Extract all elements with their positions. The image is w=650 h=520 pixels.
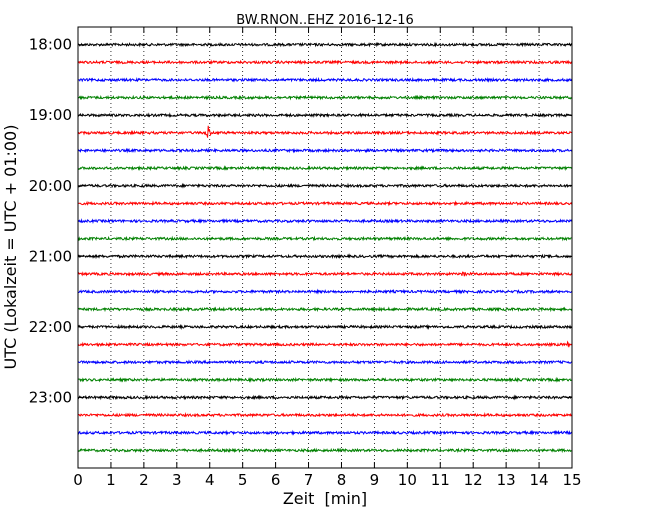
x-tick-label: 2 (139, 471, 149, 489)
trace-line (77, 412, 572, 418)
trace-lines (77, 41, 573, 454)
trace-line (77, 429, 573, 436)
trace-line (77, 41, 573, 48)
x-tick-label: 9 (370, 471, 380, 489)
trace-line (77, 218, 573, 224)
y-tick-label: 18:00 (29, 36, 72, 54)
x-tick-label: 14 (530, 471, 549, 489)
y-axis-label: UTC (Lokalzeit = UTC + 01:00) (1, 125, 20, 370)
x-tick-label: 5 (238, 471, 248, 489)
y-axis-ticks: 18:00 19:00 20:00 21:00 22:00 23:00 (29, 36, 572, 406)
trace-line (77, 376, 573, 383)
trace-line (77, 271, 573, 277)
trace-line (77, 94, 573, 101)
plot-frame (77, 26, 573, 469)
x-tick-label: 8 (337, 471, 347, 489)
x-tick-label: 0 (73, 471, 83, 489)
x-tick-label: 12 (464, 471, 483, 489)
trace-line (77, 200, 573, 207)
trace-line (77, 288, 573, 295)
trace-line (77, 306, 573, 313)
y-tick-label: 22:00 (29, 318, 72, 336)
trace-line (77, 147, 573, 154)
x-tick-label: 13 (497, 471, 516, 489)
y-tick-label: 21:00 (29, 247, 72, 265)
x-tick-label: 10 (398, 471, 417, 489)
x-tick-label: 6 (271, 471, 281, 489)
x-tick-label: 3 (172, 471, 182, 489)
x-tick-label: 7 (304, 471, 314, 489)
chart-title: BW.RNON..EHZ 2016-12-16 (236, 13, 414, 28)
grid-lines (110, 27, 540, 468)
x-axis-ticks: 0 1 2 3 4 5 6 7 8 9 10 11 12 13 14 15 (73, 27, 582, 489)
x-tick-label: 11 (431, 471, 450, 489)
trace-line (77, 447, 572, 454)
trace-line (77, 112, 573, 119)
x-axis-label: Zeit [min] (283, 489, 367, 508)
trace-line (77, 340, 573, 348)
trace-line (77, 394, 572, 401)
x-tick-label: 1 (106, 471, 116, 489)
trace-line (77, 323, 573, 331)
x-tick-label: 4 (205, 471, 215, 489)
x-tick-label: 15 (562, 471, 581, 489)
trace-line (77, 253, 572, 260)
trace-line (77, 182, 572, 189)
trace-line (77, 165, 573, 172)
trace-line (77, 125, 573, 138)
y-tick-label: 20:00 (29, 177, 72, 195)
y-tick-label: 23:00 (29, 388, 72, 406)
trace-line (77, 59, 573, 66)
trace-line (77, 359, 573, 365)
y-tick-label: 19:00 (29, 106, 72, 124)
trace-line (77, 76, 573, 83)
trace-line (77, 235, 572, 242)
